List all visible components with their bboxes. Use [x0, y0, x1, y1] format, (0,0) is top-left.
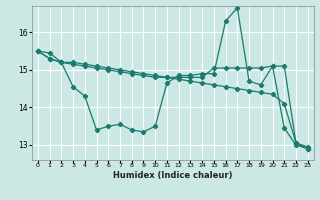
- X-axis label: Humidex (Indice chaleur): Humidex (Indice chaleur): [113, 171, 233, 180]
